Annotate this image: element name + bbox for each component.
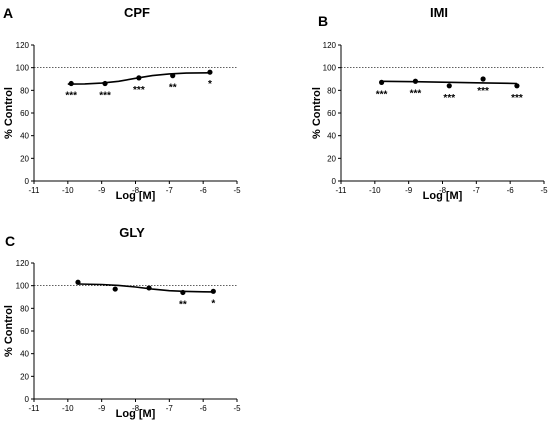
panel-letter: C <box>5 233 15 249</box>
fit-curve <box>67 72 210 85</box>
chart-title: IMI <box>430 5 448 20</box>
y-tick-label: 40 <box>327 132 336 141</box>
x-axis-label: Log [M] <box>116 408 156 420</box>
x-tick-label: -9 <box>405 186 413 195</box>
y-tick-label: 40 <box>20 132 29 141</box>
data-point <box>75 279 81 285</box>
y-tick-label: 80 <box>327 86 336 95</box>
data-point <box>480 76 486 82</box>
y-tick-label: 80 <box>20 86 29 95</box>
y-axis-label: % Control <box>311 87 323 139</box>
significance-label: *** <box>99 91 111 102</box>
significance-label: * <box>211 298 215 309</box>
y-tick-label: 0 <box>25 395 30 404</box>
y-tick-label: 100 <box>16 282 30 291</box>
x-axis-label: Log [M] <box>116 190 156 202</box>
data-point <box>112 286 118 292</box>
y-tick-label: 120 <box>16 259 30 268</box>
chart-title: GLY <box>119 225 145 240</box>
significance-label: * <box>208 79 212 90</box>
data-point <box>136 75 142 81</box>
y-axis-label: % Control <box>3 87 15 139</box>
y-tick-label: 100 <box>323 64 337 73</box>
y-tick-label: 0 <box>332 177 337 186</box>
y-tick-label: 60 <box>327 109 336 118</box>
y-axis-label: % Control <box>3 305 15 357</box>
x-tick-label: -10 <box>62 186 74 195</box>
data-point <box>102 80 108 87</box>
y-tick-label: 20 <box>327 154 336 163</box>
y-tick-label: 60 <box>20 327 29 336</box>
significance-label: *** <box>443 93 455 104</box>
chart-title: CPF <box>124 5 150 20</box>
x-tick-label: -5 <box>540 186 548 195</box>
panel-letter: A <box>3 5 13 21</box>
panel-letter: B <box>318 13 328 29</box>
x-tick-label: -10 <box>62 404 74 413</box>
fit-curve <box>77 283 214 293</box>
x-tick-label: -5 <box>233 186 241 195</box>
x-tick-label: -6 <box>200 186 208 195</box>
x-tick-label: -7 <box>166 404 174 413</box>
y-tick-label: 60 <box>20 109 29 118</box>
x-tick-label: -11 <box>29 186 41 195</box>
chart-panel-a: A CPF 0 20 40 60 80 100 120 -11 -10 -9 -8 -7 -6 -5 % Con… <box>3 5 241 202</box>
significance-label: *** <box>65 91 77 102</box>
x-tick-label: -7 <box>166 186 174 195</box>
y-tick-label: 120 <box>16 41 30 50</box>
data-point <box>68 80 74 87</box>
y-tick-label: 80 <box>20 304 29 313</box>
data-point <box>180 289 186 296</box>
significance-label: *** <box>376 89 388 100</box>
significance-label: *** <box>477 86 489 97</box>
data-point <box>412 78 419 84</box>
significance-label: ** <box>179 299 187 310</box>
x-tick-label: -10 <box>369 186 381 195</box>
y-tick-label: 100 <box>16 64 30 73</box>
significance-label: *** <box>511 93 523 104</box>
significance-label: ** <box>169 83 177 94</box>
chart-panel-b: B IMI 0 20 40 60 80 100 120 -11 -10 -9 -8 -7 -6 -5 % Con… <box>311 5 548 202</box>
x-tick-label: -8 <box>132 404 140 413</box>
data-point <box>514 83 520 89</box>
data-point <box>146 285 152 291</box>
x-tick-label: -11 <box>29 404 41 413</box>
y-tick-label: 40 <box>20 350 29 359</box>
fit-curve <box>381 80 517 85</box>
x-tick-label: -8 <box>439 186 447 195</box>
y-tick-label: 20 <box>20 154 29 163</box>
significance-label: *** <box>410 88 422 99</box>
x-tick-label: -9 <box>98 186 106 195</box>
data-point <box>170 73 176 79</box>
x-tick-label: -8 <box>132 186 140 195</box>
x-tick-label: -5 <box>233 404 241 413</box>
x-tick-label: -7 <box>473 186 481 195</box>
x-tick-label: -9 <box>98 404 106 413</box>
y-tick-label: 20 <box>20 372 29 381</box>
y-tick-label: 120 <box>323 41 337 50</box>
significance-label: *** <box>133 85 145 96</box>
x-tick-label: -6 <box>200 404 208 413</box>
data-point <box>446 83 452 89</box>
x-axis-label: Log [M] <box>423 190 463 202</box>
data-point <box>207 69 213 75</box>
data-point <box>379 79 385 85</box>
chart-panel-c: C GLY 0 20 40 60 80 100 120 -11 -10 -9 -8 -7 -6 -5 % Con… <box>3 225 241 420</box>
data-point <box>210 288 216 294</box>
y-tick-label: 0 <box>25 177 30 186</box>
x-tick-label: -6 <box>507 186 515 195</box>
x-tick-label: -11 <box>336 186 348 195</box>
